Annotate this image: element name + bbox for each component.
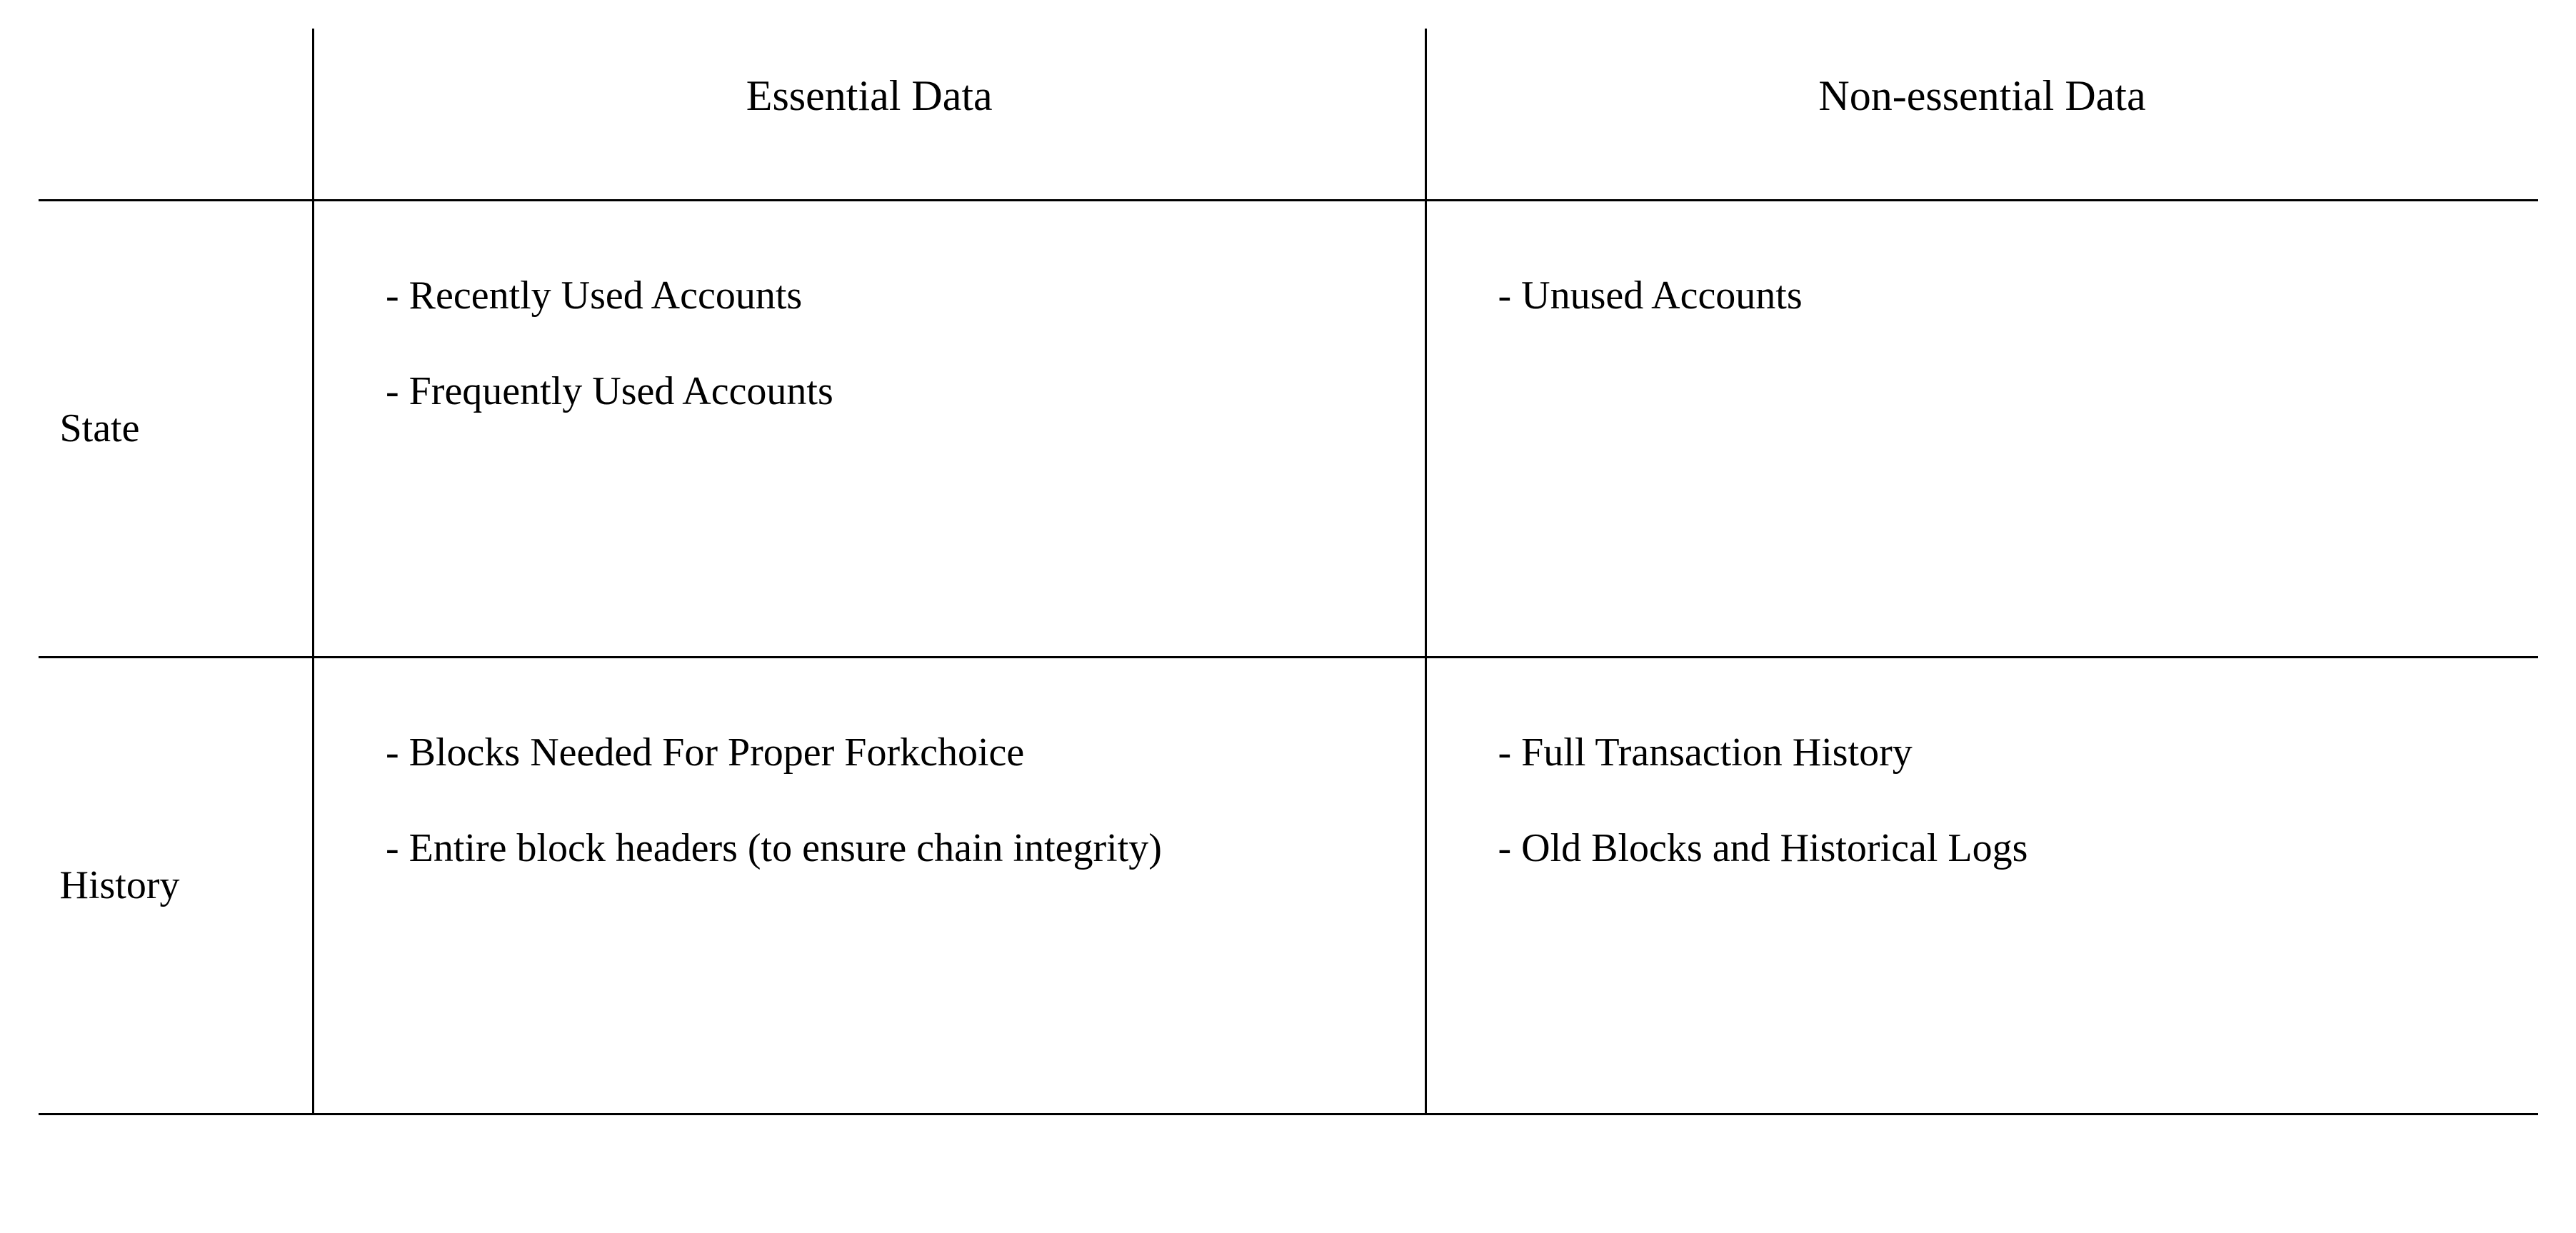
col-header-nonessential-label: Non-essential Data xyxy=(1427,29,2538,121)
cell-state-essential: - Recently Used Accounts - Frequently Us… xyxy=(314,200,1426,657)
row-history: History - Blocks Needed For Proper Forkc… xyxy=(39,657,2538,1114)
row-header-history-label: History xyxy=(39,658,313,1113)
list-item: - Recently Used Accounts xyxy=(386,266,1295,326)
col-header-essential-label: Essential Data xyxy=(314,29,1425,121)
row-state: State - Recently Used Accounts - Frequen… xyxy=(39,200,2538,657)
list-item: - Full Transaction History xyxy=(1498,723,2408,782)
col-header-essential: Essential Data xyxy=(314,29,1426,200)
cell-history-essential: - Blocks Needed For Proper Forkchoice - … xyxy=(314,657,1426,1114)
cell-state-nonessential: - Unused Accounts xyxy=(1425,200,2538,657)
list-item: - Unused Accounts xyxy=(1498,266,2408,326)
list-item: - Old Blocks and Historical Logs xyxy=(1498,818,2408,878)
list-item: - Blocks Needed For Proper Forkchoice xyxy=(386,723,1295,782)
row-header-state-label: State xyxy=(39,201,313,656)
row-header-history: History xyxy=(39,657,314,1114)
list-item: - Frequently Used Accounts xyxy=(386,361,1295,421)
row-header-state: State xyxy=(39,200,314,657)
header-row: Essential Data Non-essential Data xyxy=(39,29,2538,200)
corner-cell xyxy=(39,29,314,200)
list-item: - Entire block headers (to ensure chain … xyxy=(386,818,1295,878)
cell-history-nonessential: - Full Transaction History - Old Blocks … xyxy=(1425,657,2538,1114)
col-header-nonessential: Non-essential Data xyxy=(1425,29,2538,200)
data-classification-matrix: Essential Data Non-essential Data State … xyxy=(39,29,2538,1115)
matrix-table: Essential Data Non-essential Data State … xyxy=(39,29,2538,1115)
